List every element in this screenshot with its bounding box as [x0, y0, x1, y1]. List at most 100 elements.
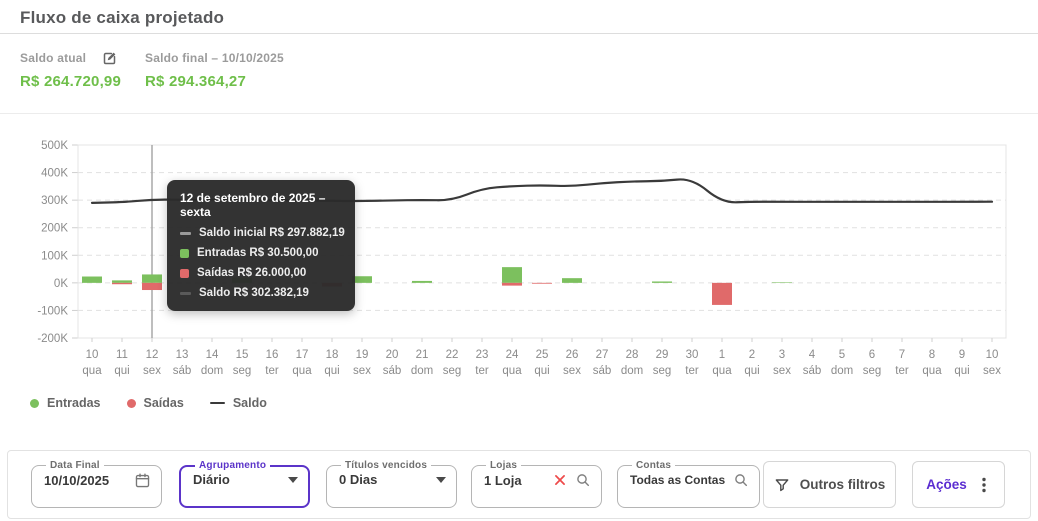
x-axis-day-label: 27	[596, 349, 609, 361]
saldo-atual-block: Saldo atual R$ 264.720,99	[20, 50, 121, 90]
x-axis-day-label: 12	[146, 349, 159, 361]
acoes-button[interactable]: Ações	[912, 461, 1005, 508]
entradas-bar[interactable]	[772, 282, 792, 283]
search-icon[interactable]	[575, 472, 591, 488]
x-axis-day-label: 26	[566, 349, 579, 361]
x-axis-day-label: 24	[506, 349, 519, 361]
x-axis-weekday-label: dom	[201, 365, 223, 377]
series-dash-swatch	[180, 231, 191, 235]
outros-filtros-button[interactable]: Outros filtros	[763, 461, 896, 508]
x-axis-day-label: 30	[686, 349, 699, 361]
x-axis-weekday-label: seg	[863, 365, 882, 377]
x-axis-day-label: 13	[176, 349, 189, 361]
x-axis-weekday-label: sex	[143, 365, 161, 377]
titulos-vencidos-field-label: Títulos vencidos	[345, 460, 428, 471]
saidas-bar[interactable]	[712, 282, 732, 305]
search-icon[interactable]	[733, 472, 749, 488]
entradas-bar[interactable]	[82, 276, 102, 283]
entradas-bar[interactable]	[112, 280, 132, 283]
page-title: Fluxo de caixa projetado	[20, 8, 225, 27]
x-axis-day-label: 18	[326, 349, 339, 361]
entradas-bar[interactable]	[502, 267, 522, 283]
edit-saldo-icon[interactable]	[102, 51, 117, 66]
lojas-value[interactable]: 1 Loja	[484, 472, 522, 488]
x-axis-day-label: 3	[779, 349, 785, 361]
contas-field[interactable]: Contas Todas as Contas	[617, 460, 761, 508]
saidas-bar[interactable]	[502, 282, 522, 286]
x-axis-weekday-label: sáb	[593, 365, 612, 377]
x-axis-day-label: 20	[386, 349, 399, 361]
x-axis-day-label: 14	[206, 349, 219, 361]
agrupamento-field[interactable]: Agrupamento Diário	[179, 460, 310, 508]
x-axis-day-label: 5	[839, 349, 845, 361]
legend-item-entradas[interactable]: Entradas	[30, 396, 101, 410]
y-axis-tick-label: 500K	[41, 140, 68, 152]
entradas-bar[interactable]	[142, 274, 162, 283]
tooltip-rows: Saldo inicial R$ 297.882,19 Entradas R$ 3…	[180, 227, 345, 299]
kebab-menu-icon	[977, 477, 991, 493]
x-axis-weekday-label: qua	[292, 365, 312, 377]
x-axis-day-label: 2	[749, 349, 755, 361]
cashflow-chart[interactable]: 500K 400K 300K 200K 100K 0K -100K -200K 10 qua 11 q…	[0, 130, 1038, 410]
y-axis-tick-label: 0K	[54, 278, 68, 290]
legend-label: Saldo	[232, 396, 267, 410]
series-square-swatch	[180, 268, 189, 278]
titulos-vencidos-field[interactable]: Títulos vencidos 0 Dias	[326, 460, 457, 508]
y-axis-tick-label: -100K	[37, 305, 68, 317]
contas-value[interactable]: Todas as Contas	[630, 473, 726, 487]
chevron-down-icon[interactable]	[288, 476, 298, 483]
tooltip-row-label: Saldo R$ 302.382,19	[199, 287, 309, 299]
series-square-swatch	[180, 248, 189, 258]
tooltip-row: Saldo R$ 302.382,19	[180, 287, 342, 299]
agrupamento-value[interactable]: Diário	[193, 472, 230, 487]
filter-funnel-icon	[774, 477, 790, 493]
x-axis-weekday-label: qui	[324, 365, 339, 377]
entradas-bar[interactable]	[562, 278, 582, 283]
legend-item-saidas[interactable]: Saídas	[126, 396, 184, 410]
legend-item-saldo[interactable]: Saldo	[209, 396, 267, 410]
x-axis-day-label: 4	[809, 349, 816, 361]
tooltip-row-label: Saldo inicial R$ 297.882,19	[199, 227, 345, 239]
x-axis-weekday-label: dom	[831, 365, 853, 377]
tooltip-row: Entradas R$ 30.500,00	[180, 247, 342, 259]
agrupamento-field-label: Agrupamento	[199, 460, 267, 471]
x-axis-day-label: 17	[296, 349, 309, 361]
x-axis-weekday-label: qua	[712, 365, 732, 377]
x-axis-weekday-label: qua	[82, 365, 102, 377]
chart-canvas[interactable]: 500K 400K 300K 200K 100K 0K -100K -200K 10 qua 11 q…	[0, 130, 1038, 385]
x-axis-weekday-label: sex	[773, 365, 791, 377]
titulos-vencidos-value[interactable]: 0 Dias	[339, 472, 378, 487]
y-axis-tick-label: 200K	[41, 223, 68, 235]
x-axis-day-label: 7	[899, 349, 905, 361]
lojas-field[interactable]: Lojas 1 Loja	[471, 460, 602, 508]
x-axis-weekday-label: ter	[475, 365, 489, 377]
x-axis-weekday-label: ter	[895, 365, 909, 377]
saidas-bar[interactable]	[112, 282, 132, 285]
x-axis: 10qua11qui12sex13sáb14dom15seg16ter17qua…	[82, 338, 1001, 377]
saldo-atual-label: Saldo atual	[20, 51, 87, 65]
legend-label: Saídas	[143, 396, 184, 410]
tooltip-row: Saldo inicial R$ 297.882,19	[180, 227, 345, 239]
x-axis-day-label: 9	[959, 349, 965, 361]
entradas-bar[interactable]	[652, 281, 672, 283]
lojas-field-label: Lojas	[490, 460, 518, 471]
x-axis-day-label: 11	[116, 349, 128, 361]
saldo-final-block: Saldo final – 10/10/2025 R$ 294.364,27	[145, 50, 284, 90]
data-final-field[interactable]: Data Final 10/10/2025	[31, 460, 162, 508]
calendar-icon[interactable]	[134, 472, 151, 489]
entradas-bar[interactable]	[352, 276, 372, 283]
x-axis-weekday-label: qua	[502, 365, 522, 377]
x-axis-weekday-label: dom	[621, 365, 643, 377]
chevron-down-icon[interactable]	[436, 476, 446, 483]
x-axis-day-label: 19	[356, 349, 369, 361]
legend-label: Entradas	[47, 396, 101, 410]
x-axis-weekday-label: sáb	[173, 365, 192, 377]
x-axis-day-label: 6	[869, 349, 875, 361]
entradas-bar[interactable]	[412, 280, 432, 283]
saidas-bar[interactable]	[142, 282, 162, 291]
legend-dot-icon	[126, 398, 136, 408]
data-final-value[interactable]: 10/10/2025	[44, 473, 110, 488]
clear-icon[interactable]	[553, 473, 567, 487]
x-axis-weekday-label: qua	[922, 365, 942, 377]
saidas-bar[interactable]	[532, 282, 552, 284]
